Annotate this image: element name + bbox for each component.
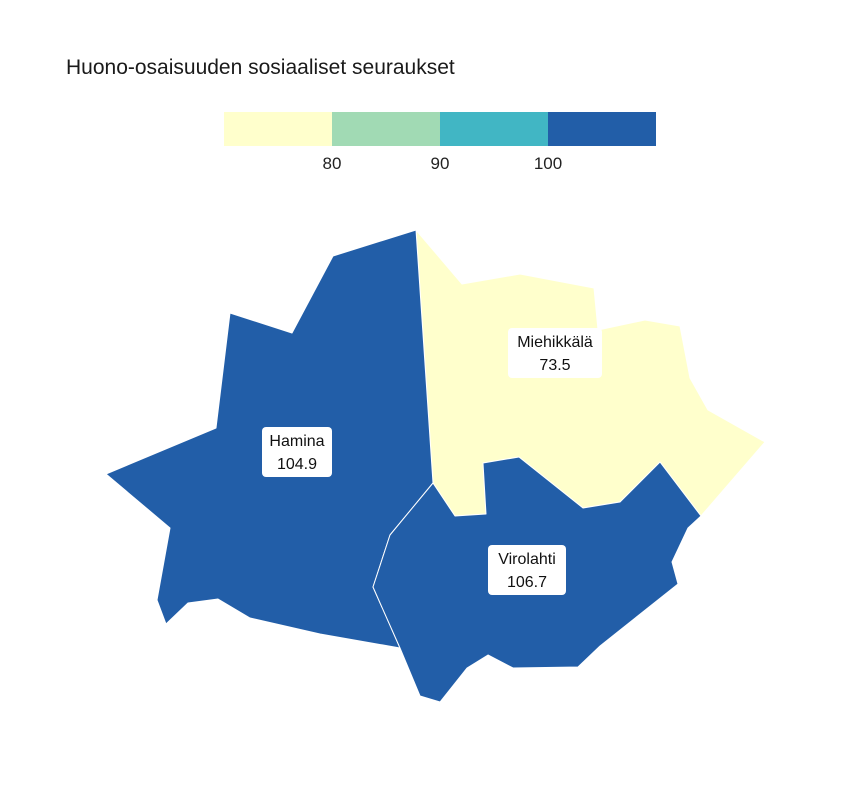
region-label-hamina: Hamina 104.9 [262, 427, 332, 477]
color-legend: 80 90 100 [224, 112, 656, 173]
label-value: 106.7 [507, 574, 547, 591]
region-label-virolahti: Virolahti 106.7 [488, 545, 566, 595]
label-box [508, 328, 602, 378]
label-box [488, 545, 566, 595]
label-value: 73.5 [539, 357, 570, 374]
label-name: Hamina [269, 433, 324, 450]
legend-tick-100: 100 [534, 154, 562, 173]
label-name: Virolahti [498, 551, 556, 568]
legend-tick-80: 80 [323, 154, 342, 173]
label-box [262, 427, 332, 477]
region-label-miehikkala: Miehikkälä 73.5 [508, 328, 602, 378]
map-regions [105, 229, 766, 703]
map-title: Huono-osaisuuden sosiaaliset seuraukset [66, 56, 455, 79]
label-name: Miehikkälä [517, 334, 593, 351]
legend-swatch-1 [224, 112, 332, 146]
label-value: 104.9 [277, 456, 317, 473]
legend-tick-90: 90 [431, 154, 450, 173]
legend-swatch-2 [332, 112, 440, 146]
legend-swatch-4 [548, 112, 656, 146]
legend-swatch-3 [440, 112, 548, 146]
